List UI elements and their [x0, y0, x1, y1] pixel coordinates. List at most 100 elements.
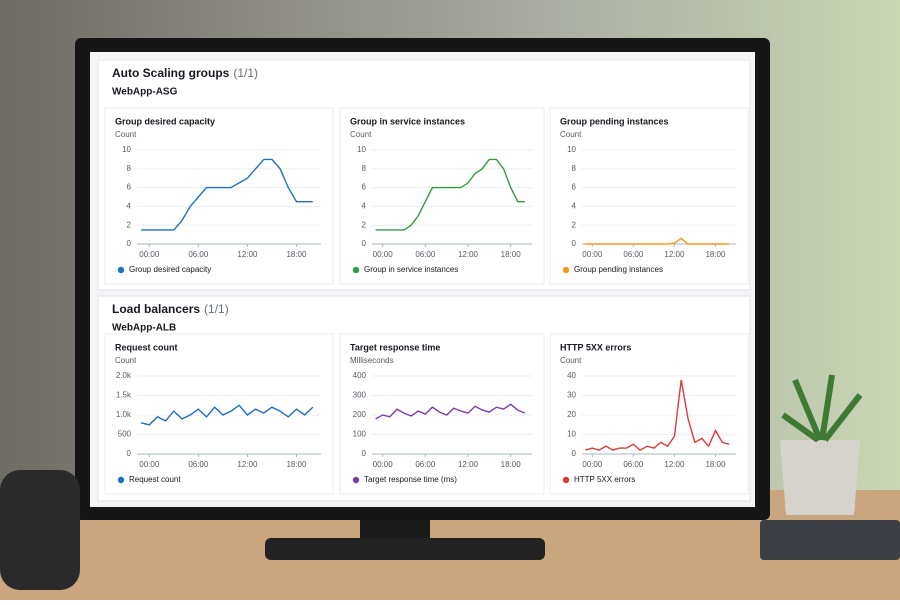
y-tick-label: 10 [567, 145, 576, 154]
section-name: WebApp-ASG [112, 87, 178, 98]
chart-title: Group desired capacity [115, 116, 215, 126]
data-line [141, 158, 313, 231]
data-line [585, 237, 730, 245]
chart-title: Group in service instances [350, 116, 465, 126]
y-tick-label: 1.5k [116, 391, 132, 400]
chart-title: Request count [115, 342, 178, 352]
legend-swatch [352, 266, 360, 274]
data-line [140, 404, 314, 426]
section-count: (1/1) [233, 66, 258, 80]
x-tick-label: 18:00 [705, 460, 726, 469]
y-tick-label: 200 [353, 410, 367, 419]
y-axis-label: Count [115, 356, 137, 365]
x-tick-label: 00:00 [373, 250, 394, 259]
x-tick-label: 00:00 [139, 460, 160, 469]
chart-title: HTTP 5XX errors [560, 342, 631, 352]
y-tick-label: 10 [357, 145, 366, 154]
y-tick-label: 0 [572, 449, 577, 458]
y-tick-label: 8 [572, 164, 577, 173]
y-tick-label: 0 [127, 449, 132, 458]
x-tick-label: 06:00 [623, 250, 644, 259]
section-title: Auto Scaling groups (1/1) [112, 66, 258, 80]
legend-swatch [562, 266, 570, 274]
monitor-base [265, 538, 545, 560]
y-tick-label: 6 [572, 183, 577, 192]
x-tick-label: 12:00 [664, 460, 685, 469]
legend-swatch [117, 266, 125, 274]
legend-swatch [352, 476, 360, 484]
y-axis-label: Count [560, 130, 582, 139]
legend-swatch [562, 476, 570, 484]
chart-title: Group pending instances [560, 116, 669, 126]
data-line [375, 403, 526, 420]
notebook [760, 520, 900, 560]
data-line [375, 158, 525, 231]
plant [781, 374, 863, 443]
y-tick-label: 4 [362, 202, 367, 211]
x-tick-label: 00:00 [139, 250, 160, 259]
section-name: WebApp-ALB [112, 323, 176, 334]
y-tick-label: 10 [122, 145, 131, 154]
y-tick-label: 0 [572, 239, 577, 248]
y-tick-label: 4 [127, 202, 132, 211]
section-title: Load balancers (1/1) [112, 302, 229, 316]
y-tick-label: 100 [353, 430, 367, 439]
data-line [585, 379, 730, 451]
x-tick-label: 06:00 [415, 460, 436, 469]
x-tick-label: 12:00 [458, 460, 479, 469]
y-axis-label: Count [350, 130, 372, 139]
y-tick-label: 0 [362, 449, 367, 458]
y-tick-label: 2 [362, 220, 367, 229]
x-tick-label: 06:00 [188, 250, 209, 259]
chart-title: Target response time [350, 342, 440, 352]
section-count: (1/1) [204, 302, 229, 316]
y-tick-label: 8 [362, 164, 367, 173]
y-tick-label: 4 [572, 202, 577, 211]
x-tick-label: 18:00 [286, 250, 307, 259]
section-title-text: Load balancers [112, 302, 200, 316]
chart-panel [549, 333, 749, 495]
x-tick-label: 00:00 [582, 250, 603, 259]
y-tick-label: 2.0k [116, 371, 132, 380]
section-title-text: Auto Scaling groups [112, 66, 230, 80]
x-tick-label: 00:00 [373, 460, 394, 469]
y-tick-label: 40 [567, 371, 576, 380]
y-tick-label: 30 [567, 391, 576, 400]
chart-panel [104, 107, 334, 285]
legend-label: Group pending instances [574, 265, 663, 274]
y-axis-label: Count [115, 130, 137, 139]
y-tick-label: 400 [353, 371, 367, 380]
y-tick-label: 0 [127, 239, 132, 248]
y-tick-label: 2 [572, 220, 577, 229]
y-tick-label: 20 [567, 410, 576, 419]
legend-label: Group in service instances [364, 265, 458, 274]
mug [0, 470, 80, 590]
x-tick-label: 18:00 [286, 460, 307, 469]
x-tick-label: 06:00 [188, 460, 209, 469]
x-tick-label: 18:00 [501, 250, 522, 259]
y-axis-label: Milliseconds [350, 356, 394, 365]
chart-panel [104, 333, 334, 495]
x-tick-label: 06:00 [415, 250, 436, 259]
x-tick-label: 12:00 [237, 460, 258, 469]
y-tick-label: 8 [127, 164, 132, 173]
y-tick-label: 2 [127, 220, 132, 229]
chart-panel [339, 333, 545, 495]
legend-label: HTTP 5XX errors [574, 475, 635, 484]
x-tick-label: 00:00 [582, 460, 603, 469]
y-axis-label: Count [560, 356, 582, 365]
legend-swatch [117, 476, 125, 484]
x-tick-label: 18:00 [501, 460, 522, 469]
x-tick-label: 12:00 [458, 250, 479, 259]
y-tick-label: 6 [362, 183, 367, 192]
y-tick-label: 0 [362, 239, 367, 248]
y-tick-label: 10 [567, 430, 576, 439]
plant-pot [780, 440, 860, 515]
legend-label: Group desired capacity [129, 265, 211, 274]
x-tick-label: 12:00 [237, 250, 258, 259]
chart-panel [339, 107, 545, 285]
x-tick-label: 18:00 [705, 250, 726, 259]
y-tick-label: 6 [127, 183, 132, 192]
